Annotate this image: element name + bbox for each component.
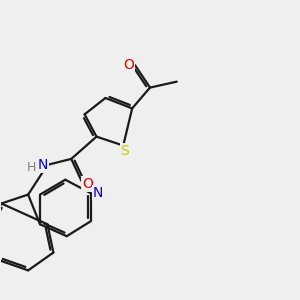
Text: N: N <box>93 186 103 200</box>
Text: O: O <box>123 58 134 72</box>
Text: H: H <box>26 161 36 174</box>
Text: O: O <box>82 177 93 191</box>
Text: S: S <box>120 144 129 158</box>
Text: N: N <box>38 158 48 172</box>
